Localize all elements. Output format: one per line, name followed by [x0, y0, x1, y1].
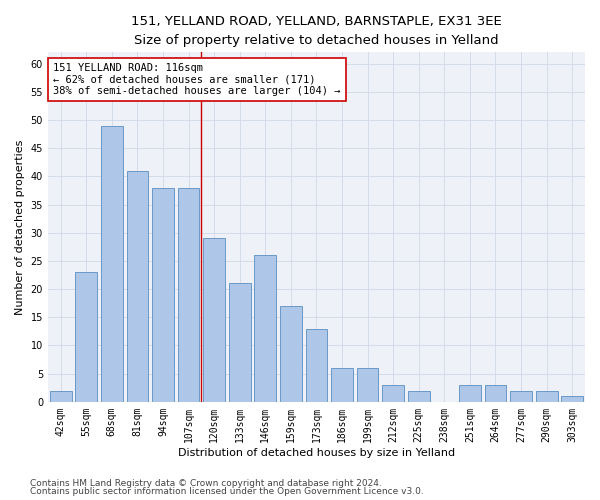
Bar	[357, 368, 379, 402]
Bar	[254, 256, 276, 402]
Bar	[127, 170, 148, 402]
Bar	[485, 385, 506, 402]
Text: Contains public sector information licensed under the Open Government Licence v3: Contains public sector information licen…	[30, 487, 424, 496]
Bar	[229, 284, 251, 402]
Bar	[510, 390, 532, 402]
Y-axis label: Number of detached properties: Number of detached properties	[15, 140, 25, 315]
Bar	[76, 272, 97, 402]
Bar	[408, 390, 430, 402]
Bar	[50, 390, 71, 402]
Bar	[178, 188, 199, 402]
Bar	[305, 328, 328, 402]
Bar	[101, 126, 123, 402]
Text: Contains HM Land Registry data © Crown copyright and database right 2024.: Contains HM Land Registry data © Crown c…	[30, 478, 382, 488]
Bar	[536, 390, 557, 402]
X-axis label: Distribution of detached houses by size in Yelland: Distribution of detached houses by size …	[178, 448, 455, 458]
Bar	[280, 306, 302, 402]
Title: 151, YELLAND ROAD, YELLAND, BARNSTAPLE, EX31 3EE
Size of property relative to de: 151, YELLAND ROAD, YELLAND, BARNSTAPLE, …	[131, 15, 502, 47]
Bar	[459, 385, 481, 402]
Bar	[331, 368, 353, 402]
Bar	[152, 188, 174, 402]
Bar	[203, 238, 225, 402]
Bar	[382, 385, 404, 402]
Text: 151 YELLAND ROAD: 116sqm
← 62% of detached houses are smaller (171)
38% of semi-: 151 YELLAND ROAD: 116sqm ← 62% of detach…	[53, 63, 341, 96]
Bar	[562, 396, 583, 402]
